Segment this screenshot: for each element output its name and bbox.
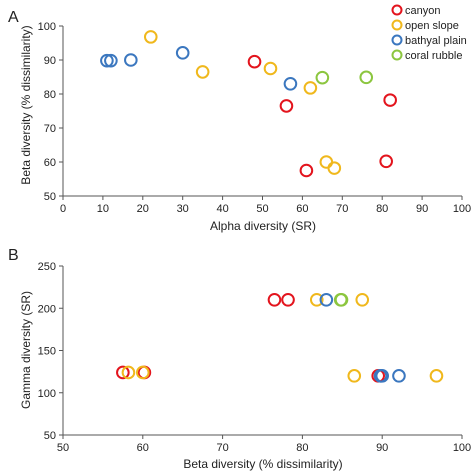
- panel-b-x-tick-label: 60: [137, 442, 149, 454]
- panel-a-y-tick-label: 90: [44, 55, 56, 67]
- panel-a-x-tick-label: 0: [60, 203, 66, 215]
- panel-a-x-tick-label: 40: [216, 203, 228, 215]
- legend-marker-open-slope: [391, 19, 403, 31]
- panel-a-x-tick-label: 20: [137, 203, 149, 215]
- panel-b-point-bathyal-plain: [392, 369, 406, 383]
- panel-b-y-tick-label: 50: [44, 430, 56, 442]
- legend-label-bathyal-plain: bathyal plain: [405, 35, 467, 47]
- panel-b: B Gamma diversity (SR) Beta diversity (%…: [8, 247, 471, 471]
- panel-a-xlabel: Alpha diversity (SR): [210, 219, 316, 233]
- panel-a-point-canyon: [383, 93, 397, 107]
- panel-a-y-tick-label: 50: [44, 191, 56, 203]
- panel-a-point-open-slope: [195, 65, 210, 79]
- panel-b-x-tick-label: 70: [216, 442, 228, 454]
- panel-a-point-open-slope: [319, 155, 334, 169]
- panel-b-y-tick-label: 200: [38, 303, 56, 315]
- panel-a-point-open-slope: [143, 30, 158, 44]
- panel-a-point-bathyal-plain: [124, 53, 138, 67]
- panel-b-point-canyon: [267, 293, 282, 307]
- panel-label-b: B: [8, 247, 19, 264]
- panel-b-x-tick-label: 50: [57, 442, 69, 454]
- panel-a: A Beta diversity (% dissimilarity) Alpha…: [8, 4, 472, 233]
- panel-b-point-canyon: [281, 293, 295, 307]
- panel-a-point-open-slope: [263, 61, 278, 76]
- panel-b-x-tick-label: 80: [296, 442, 308, 454]
- panel-a-point-bathyal-plain: [283, 77, 298, 91]
- panel-a-axes: 0 10 20 30 40 50 60 70 80 90 100 50 60 70 80 90 100: [38, 21, 472, 215]
- panel-a-ylabel-group: Beta diversity (% dissimilarity): [19, 25, 33, 184]
- panel-b-y-tick-label: 150: [38, 346, 56, 358]
- legend-label-coral-rubble: coral rubble: [405, 50, 462, 62]
- panel-a-y-tick-label: 70: [44, 123, 56, 135]
- panel-b-point-coral-rubble: [334, 293, 349, 307]
- panel-a-x-tick-label: 80: [376, 203, 388, 215]
- panel-a-point-open-slope: [303, 81, 318, 95]
- panel-b-point-open-slope: [136, 365, 150, 380]
- panel-a-y-tick-label: 60: [44, 157, 56, 169]
- panel-a-point-bathyal-plain: [104, 53, 118, 68]
- panel-b-ylabel: Gamma diversity (SR): [19, 291, 33, 409]
- legend: canyon open slope bathyal plain coral rubbl…: [391, 4, 467, 62]
- panel-b-point-open-slope: [347, 369, 362, 383]
- panel-a-point-coral-rubble: [359, 70, 374, 85]
- panel-b-point-open-slope: [355, 293, 370, 307]
- panel-b-point-canyon: [116, 365, 130, 380]
- panel-a-point-bathyal-plain: [175, 46, 190, 60]
- panel-a-point-canyon: [379, 154, 393, 169]
- panel-a-point-canyon: [299, 163, 314, 178]
- panel-a-points: [100, 30, 397, 178]
- panel-a-x-tick-label: 100: [453, 203, 471, 215]
- panel-b-x-tick-label: 100: [453, 442, 471, 454]
- legend-label-open-slope: open slope: [405, 20, 459, 32]
- panel-a-point-coral-rubble: [315, 70, 330, 85]
- panel-b-x-tick-label: 90: [376, 442, 388, 454]
- panel-a-x-tick-label: 90: [416, 203, 428, 215]
- legend-marker-coral-rubble: [391, 49, 403, 61]
- panel-b-point-bathyal-plain: [375, 369, 390, 383]
- panel-a-point-open-slope: [327, 161, 342, 175]
- panel-b-y-tick-label: 250: [38, 261, 56, 273]
- panel-label-a: A: [8, 9, 19, 26]
- panel-b-point-bathyal-plain: [319, 293, 334, 307]
- panel-a-x-tick-label: 10: [97, 203, 109, 215]
- panel-a-point-bathyal-plain: [100, 53, 114, 68]
- panel-b-points: [116, 293, 444, 383]
- panel-a-x-tick-label: 70: [336, 203, 348, 215]
- panel-a-x-tick-label: 50: [256, 203, 268, 215]
- legend-marker-canyon: [391, 4, 403, 16]
- legend-marker-bathyal-plain: [391, 34, 403, 46]
- panel-a-y-tick-label: 100: [38, 21, 56, 33]
- panel-b-y-tick-label: 100: [38, 388, 56, 400]
- panel-b-ylabel-group: Gamma diversity (SR): [19, 291, 33, 409]
- panel-b-point-open-slope: [309, 293, 324, 307]
- panel-a-x-tick-label: 60: [296, 203, 308, 215]
- panel-a-y-tick-label: 80: [44, 89, 56, 101]
- panel-b-axes: 50 60 70 80 90 100 50 100 150 200 250: [38, 261, 472, 454]
- panel-a-ylabel: Beta diversity (% dissimilarity): [19, 25, 33, 184]
- panel-a-point-canyon: [247, 54, 262, 69]
- legend-label-canyon: canyon: [405, 5, 440, 17]
- panel-b-xlabel: Beta diversity (% dissimilarity): [183, 457, 342, 471]
- panel-b-point-open-slope: [121, 365, 136, 380]
- panel-b-point-open-slope: [429, 369, 444, 383]
- panel-a-point-canyon: [279, 99, 294, 113]
- panel-a-x-tick-label: 30: [177, 203, 189, 215]
